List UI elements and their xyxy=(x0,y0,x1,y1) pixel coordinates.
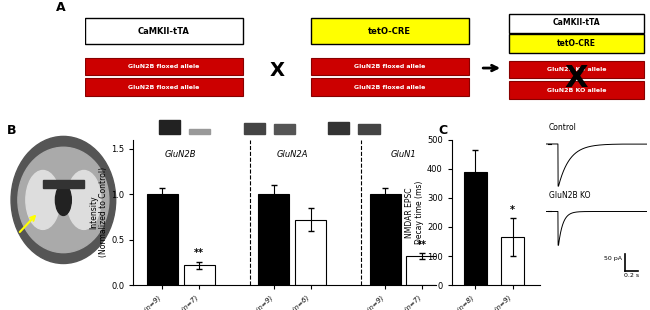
Ellipse shape xyxy=(67,170,101,229)
Bar xyxy=(43,180,84,188)
Bar xyxy=(509,61,644,78)
Bar xyxy=(509,81,644,99)
Text: GluN2B floxed allele: GluN2B floxed allele xyxy=(128,64,200,69)
Bar xyxy=(189,129,211,134)
Bar xyxy=(258,194,289,285)
Ellipse shape xyxy=(26,170,60,229)
Text: X: X xyxy=(565,64,588,93)
Text: GluN2B floxed allele: GluN2B floxed allele xyxy=(354,85,426,90)
Bar xyxy=(406,256,437,285)
Text: CaMKII-tTA: CaMKII-tTA xyxy=(552,19,601,28)
Text: Control: Control xyxy=(549,123,577,132)
Text: C: C xyxy=(439,124,448,137)
Text: tetO-CRE: tetO-CRE xyxy=(369,27,411,36)
Bar xyxy=(328,122,349,134)
Text: GluN2B: GluN2B xyxy=(165,150,196,159)
Text: GluN2B floxed allele: GluN2B floxed allele xyxy=(354,64,426,69)
Text: 50 pA: 50 pA xyxy=(604,256,623,261)
Text: CaMKII-tTA: CaMKII-tTA xyxy=(138,27,190,36)
Ellipse shape xyxy=(18,147,109,253)
Text: tetO-CRE: tetO-CRE xyxy=(557,39,596,48)
Y-axis label: NMDAR EPSC
Decay time (ms): NMDAR EPSC Decay time (ms) xyxy=(405,181,424,244)
Bar xyxy=(159,120,180,134)
Text: GluN2B KO: GluN2B KO xyxy=(549,191,590,200)
Bar xyxy=(84,58,243,75)
Bar xyxy=(311,58,469,75)
Bar xyxy=(311,78,469,96)
Text: X: X xyxy=(269,61,284,81)
Bar xyxy=(183,265,214,285)
Bar xyxy=(147,194,178,285)
Text: 0.2 s: 0.2 s xyxy=(623,273,639,278)
Text: **: ** xyxy=(417,240,427,250)
Bar xyxy=(84,18,243,45)
Text: GluN2B floxed allele: GluN2B floxed allele xyxy=(128,85,200,90)
Bar xyxy=(244,123,265,134)
Bar xyxy=(358,124,380,134)
Text: GluN2B KO allele: GluN2B KO allele xyxy=(547,67,606,72)
Text: GluN1: GluN1 xyxy=(391,150,417,159)
Text: **: ** xyxy=(194,248,204,258)
Bar xyxy=(84,78,243,96)
Text: B: B xyxy=(6,124,16,137)
Bar xyxy=(370,194,400,285)
Bar xyxy=(463,171,488,285)
Bar xyxy=(311,18,469,45)
Text: GluN2B KO allele: GluN2B KO allele xyxy=(547,88,606,93)
Bar xyxy=(274,124,295,134)
Bar xyxy=(295,220,326,285)
Bar xyxy=(509,34,644,53)
Ellipse shape xyxy=(11,136,116,264)
Text: A: A xyxy=(56,1,66,14)
Bar xyxy=(509,14,644,33)
Y-axis label: Intensity
(Normalized to Control): Intensity (Normalized to Control) xyxy=(89,167,109,257)
Bar xyxy=(500,237,525,285)
Text: *: * xyxy=(510,205,515,215)
Text: GluN2A: GluN2A xyxy=(276,150,308,159)
Ellipse shape xyxy=(55,184,72,215)
